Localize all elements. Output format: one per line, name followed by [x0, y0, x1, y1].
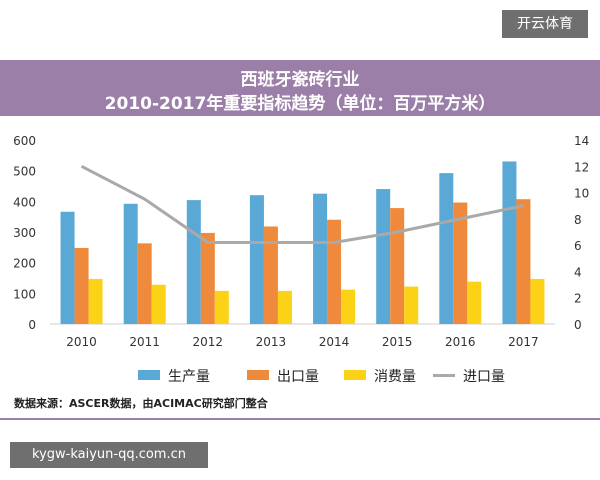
source-note: 数据来源：ASCER数据，由ACIMAC研究部门整合 — [14, 397, 268, 410]
bar-export — [74, 247, 89, 324]
bar-production — [249, 195, 264, 324]
bar-export — [516, 199, 531, 324]
chart-subtitle: 2010-2017年重要指标趋势（单位：百万平方米） — [104, 94, 496, 114]
bar-consumption — [88, 278, 103, 324]
bar-production — [439, 173, 454, 324]
legend-label-export: 出口量 — [277, 369, 319, 385]
y-right-tick-label: 8 — [574, 213, 582, 227]
y-right-tick-label: 4 — [574, 265, 582, 279]
chart-title-band: 西班牙瓷砖行业 2010-2017年重要指标趋势（单位：百万平方米） — [0, 60, 600, 116]
series-line-import — [80, 164, 524, 245]
y-right-tick-label: 2 — [574, 292, 582, 306]
chart-legend: 生产量 出口量 消费量 进口量 — [0, 365, 600, 385]
y-left-tick-label: 100 — [13, 287, 36, 301]
bar-export — [453, 202, 468, 324]
bar-production — [186, 200, 201, 324]
x-tick-label: 2014 — [319, 335, 350, 349]
y-right-tick-label: 6 — [574, 239, 582, 253]
bar-export — [137, 243, 152, 324]
bar-consumption — [214, 290, 229, 324]
corner-watermark-badge: 开云体育 — [502, 10, 588, 38]
bar-export — [390, 208, 405, 324]
bar-export — [327, 219, 342, 324]
x-tick-label: 2013 — [256, 335, 287, 349]
chart-area: 0 100 200 300 400 500 600 0 2 4 6 8 10 12 14 2010 2011 20… — [0, 116, 600, 416]
y-left-tick-label: 400 — [13, 195, 36, 209]
bar-production — [502, 161, 517, 324]
bar-production — [123, 203, 138, 324]
y-left-tick-label: 600 — [13, 134, 36, 148]
legend-label-production: 生产量 — [168, 369, 210, 385]
legend-swatch-production — [138, 370, 160, 380]
y-left-tick-label: 300 — [13, 226, 36, 240]
y-right-tick-label: 0 — [574, 318, 582, 332]
bottom-border — [0, 418, 600, 420]
x-tick-label: 2010 — [66, 335, 97, 349]
combo-chart: 0 100 200 300 400 500 600 0 2 4 6 8 10 12 14 2010 2011 20… — [13, 134, 589, 349]
bar-export — [263, 226, 278, 324]
y-left-tick-label: 0 — [28, 318, 36, 332]
x-tick-label: 2017 — [508, 335, 539, 349]
x-tick-label: 2015 — [382, 335, 413, 349]
bar-production — [376, 189, 391, 324]
legend-swatch-import — [433, 374, 455, 377]
legend-swatch-consumption — [344, 370, 366, 380]
chart-title: 西班牙瓷砖行业 — [240, 70, 360, 90]
y-left-tick-label: 500 — [13, 165, 36, 179]
bar-export — [200, 232, 215, 324]
x-tick-label: 2016 — [445, 335, 476, 349]
bar-production — [60, 211, 75, 324]
y-right-tick-label: 12 — [574, 160, 589, 174]
url-watermark-badge: kygw-kaiyun-qq.com.cn — [10, 442, 208, 468]
bar-consumption — [467, 281, 482, 324]
bar-consumption — [530, 278, 545, 324]
y-right-tick-label: 14 — [574, 134, 589, 148]
x-tick-label: 2012 — [193, 335, 224, 349]
bar-consumption — [404, 286, 419, 324]
legend-label-consumption: 消费量 — [374, 369, 416, 385]
y-right-tick-label: 10 — [574, 187, 589, 201]
y-left-tick-label: 200 — [13, 257, 36, 271]
bar-consumption — [341, 289, 356, 324]
bar-consumption — [151, 284, 166, 324]
bar-production — [313, 193, 328, 324]
bar-consumption — [277, 290, 292, 324]
legend-label-import: 进口量 — [463, 369, 505, 385]
legend-swatch-export — [247, 370, 269, 380]
x-tick-label: 2011 — [129, 335, 160, 349]
